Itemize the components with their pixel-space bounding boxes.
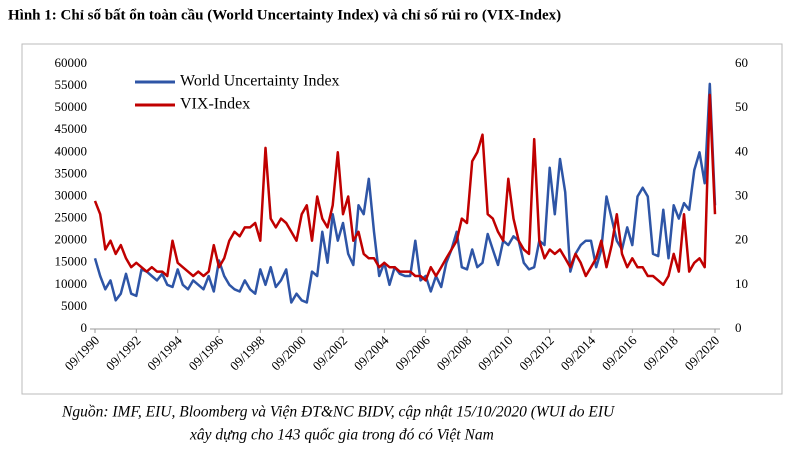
series-line	[93, 82, 717, 304]
x-tick-label: 09/2020	[681, 333, 722, 374]
y-tick-label: 45000	[55, 121, 88, 136]
x-tick-label: 09/2002	[309, 333, 350, 374]
series-line	[93, 93, 717, 287]
x-tick-label: 09/1992	[103, 333, 144, 374]
legend-label: VIX-Index	[180, 96, 250, 113]
y-tick-label: 55000	[55, 77, 88, 92]
source: Nguồn: IMF, EIU, Bloomberg và Viện ĐT&NC…	[61, 404, 616, 421]
x-tick-label: 09/1990	[61, 333, 102, 374]
x-tick-label: 09/2006	[392, 332, 433, 373]
x-tick-label: 09/2012	[516, 333, 557, 374]
legend-label: World Uncertainty Index	[180, 73, 340, 90]
x-tick-label: 09/1994	[144, 332, 185, 373]
y2-tick-label: 10	[735, 276, 748, 291]
y-tick-label: 60000	[55, 55, 88, 70]
y-tick-label: 30000	[55, 187, 88, 202]
x-tick-label: 09/2014	[557, 332, 598, 373]
x-tick-label: 09/2000	[268, 333, 309, 374]
x-tick-label: 09/2018	[640, 333, 681, 374]
y-tick-label: 5000	[61, 298, 87, 313]
y2-tick-label: 20	[735, 232, 748, 247]
y-tick-label: 40000	[55, 143, 88, 158]
y-tick-label: 15000	[55, 254, 88, 269]
y2-tick-label: 40	[735, 143, 748, 158]
y-tick-label: 20000	[55, 232, 88, 247]
x-tick-label: 09/2004	[351, 332, 392, 373]
y-tick-label: 50000	[55, 99, 88, 114]
x-tick-label: 09/1998	[227, 333, 268, 374]
x-tick-label: 09/1996	[185, 332, 226, 373]
y2-tick-label: 30	[735, 187, 748, 202]
source: xây dựng cho 143 quốc gia trong đó có Vi…	[189, 427, 494, 444]
x-tick-label: 09/2008	[433, 333, 474, 374]
y-tick-label: 25000	[55, 210, 88, 225]
y-tick-label: 35000	[55, 165, 88, 180]
y-tick-label: 10000	[55, 276, 88, 291]
y-tick-label: 0	[81, 320, 88, 335]
y2-tick-label: 0	[735, 320, 742, 335]
y2-tick-label: 60	[735, 55, 748, 70]
y2-tick-label: 50	[735, 99, 748, 114]
chart-frame	[21, 43, 783, 395]
x-tick-label: 09/2016	[599, 332, 640, 373]
chart-title: Hình 1: Chỉ số bất ổn toàn cầu (World Un…	[8, 7, 561, 23]
x-tick-label: 09/2010	[475, 333, 516, 374]
